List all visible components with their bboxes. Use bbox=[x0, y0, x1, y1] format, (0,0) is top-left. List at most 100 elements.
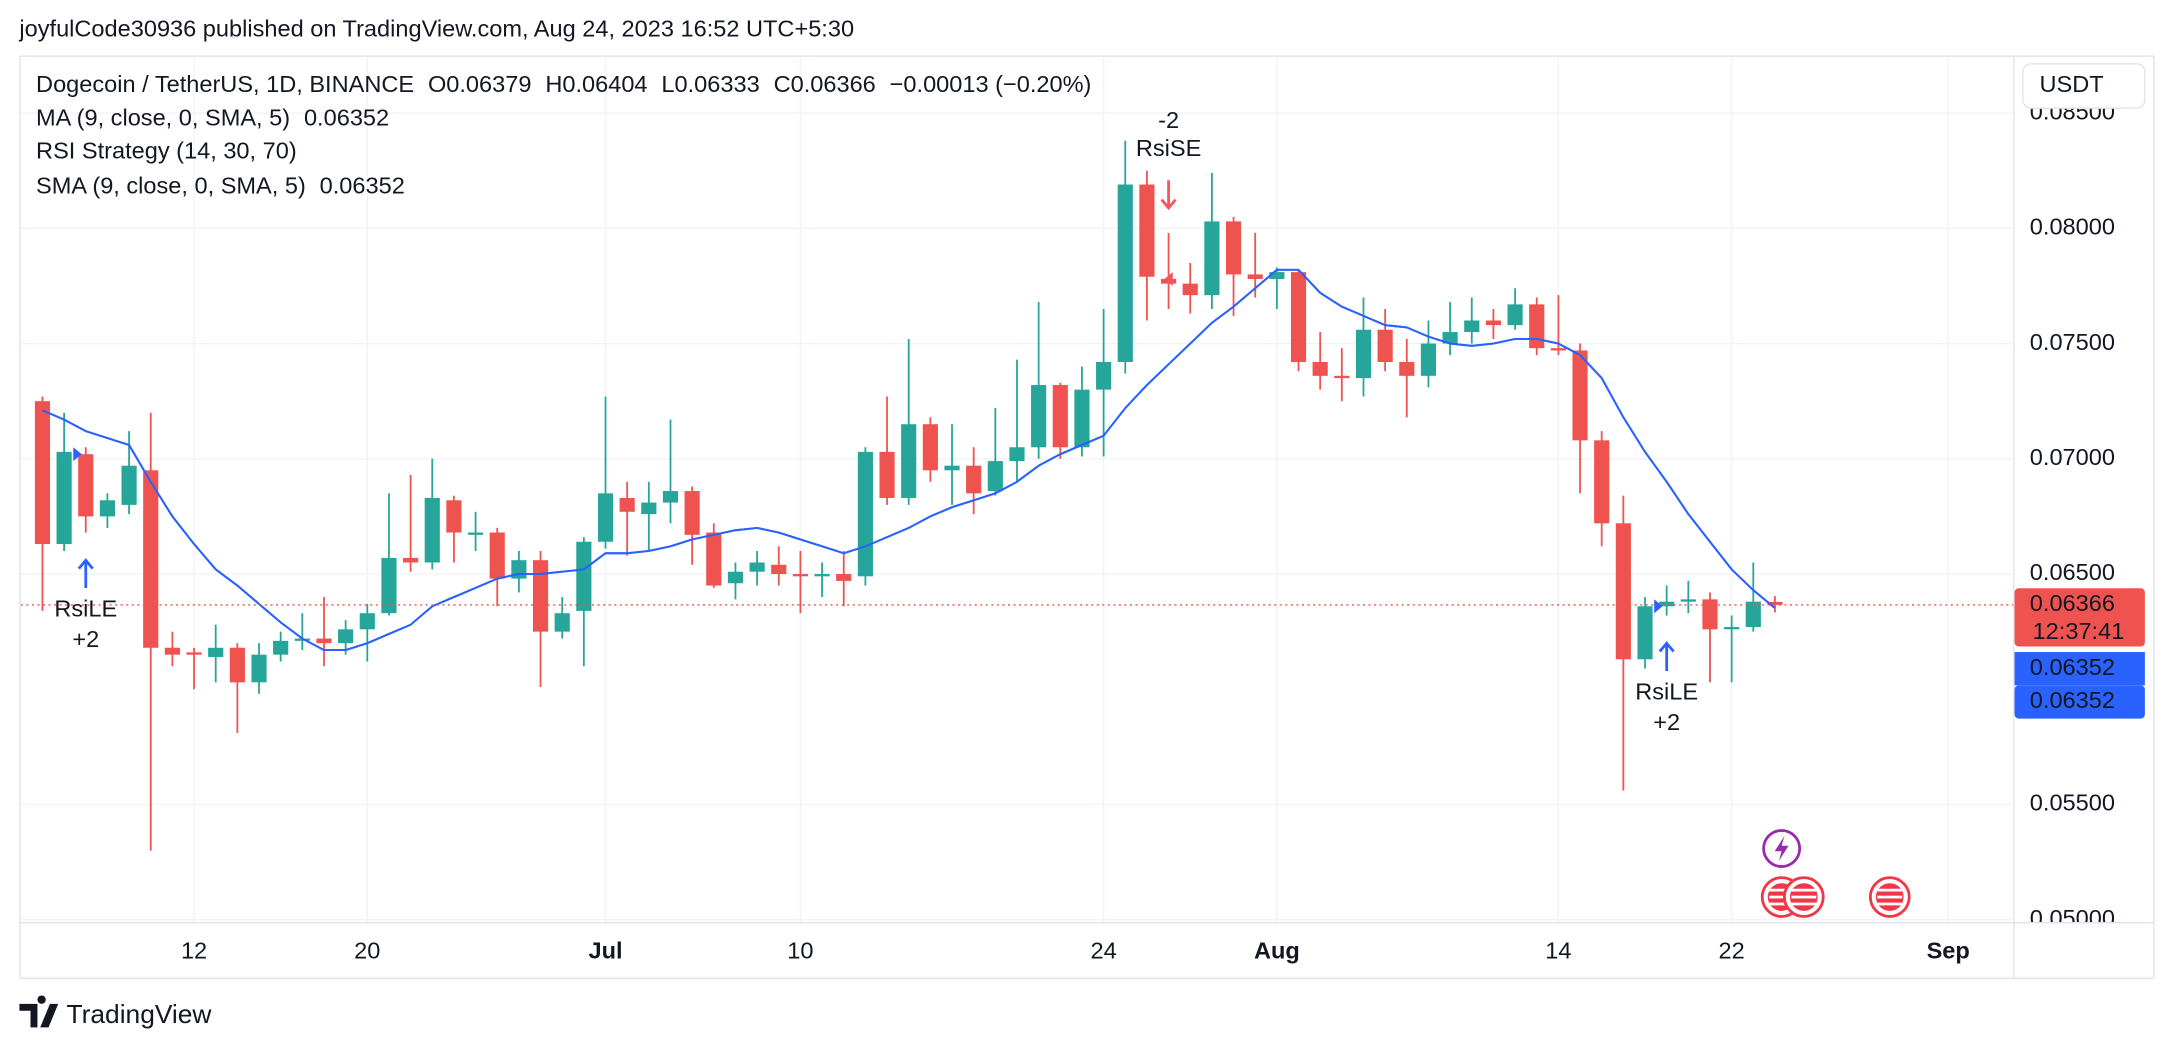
time-axis: 12 20 Jul 10 24 Aug 14 22 Sep bbox=[181, 938, 1970, 964]
candle-body bbox=[706, 532, 722, 586]
ohlc-value: 0.06379 bbox=[446, 71, 531, 97]
signal-qty: -2 bbox=[1158, 107, 1179, 133]
candle-body bbox=[1074, 389, 1090, 448]
ohlc-label: O bbox=[428, 71, 446, 97]
signal-qty: +2 bbox=[72, 626, 99, 652]
candle-body bbox=[1182, 283, 1198, 296]
candle-body bbox=[1724, 627, 1740, 630]
lightning-glyph bbox=[1774, 836, 1789, 862]
candle-body bbox=[424, 497, 440, 563]
candle-body bbox=[446, 500, 462, 533]
y-tick-label: 0.07500 bbox=[2030, 329, 2115, 355]
indicator-name: SMA (9, close, 0, SMA, 5) bbox=[36, 172, 306, 198]
flag-icon[interactable] bbox=[1783, 876, 1825, 918]
candle-body bbox=[186, 652, 202, 655]
candle-body bbox=[1031, 385, 1047, 448]
candle-body bbox=[294, 638, 310, 641]
indicator-price-label: 0.06352 bbox=[2030, 654, 2115, 680]
flag-stripe bbox=[1791, 888, 1817, 892]
candle-body bbox=[1507, 304, 1523, 326]
candle-body bbox=[554, 613, 570, 632]
flag-stripe bbox=[1769, 895, 1795, 899]
signal-marker bbox=[1654, 599, 1663, 614]
grid bbox=[20, 56, 2014, 923]
symbol-label: Dogecoin / TetherUS, 1D, BINANCE bbox=[36, 71, 414, 97]
candle-body bbox=[1312, 361, 1328, 376]
candle-body bbox=[879, 451, 895, 498]
candle-body bbox=[1637, 606, 1653, 660]
last-price-label: 0.06366 bbox=[2030, 590, 2115, 616]
candle-body bbox=[1355, 329, 1372, 379]
currency-label[interactable]: USDT bbox=[2040, 71, 2104, 97]
signal-arrow bbox=[1160, 180, 1177, 211]
candle-body bbox=[1290, 272, 1307, 362]
candle-body bbox=[987, 461, 1003, 492]
candle-body bbox=[727, 571, 744, 584]
indicator-value: 0.06352 bbox=[320, 172, 405, 198]
candle-body bbox=[857, 451, 873, 577]
x-tick-label: 14 bbox=[1545, 938, 1571, 964]
candle-body bbox=[1377, 329, 1393, 362]
candle-body bbox=[1052, 385, 1068, 448]
candle-body bbox=[1745, 601, 1761, 628]
indicator-line bbox=[42, 268, 1776, 652]
candle-body bbox=[1117, 184, 1133, 362]
candle-body bbox=[597, 493, 614, 542]
candle-body bbox=[489, 532, 505, 579]
candle-body bbox=[403, 557, 419, 563]
candle-body bbox=[814, 574, 830, 577]
candle-body bbox=[338, 629, 354, 644]
last-price-box bbox=[2014, 588, 2145, 647]
x-tick-label: Jul bbox=[588, 938, 622, 964]
candle-body bbox=[78, 454, 94, 517]
candle-body bbox=[164, 647, 180, 655]
flag-stripe bbox=[1769, 902, 1795, 906]
signal-label: RsiLE bbox=[1635, 678, 1698, 704]
candle-body bbox=[1529, 304, 1545, 349]
flag-stripe bbox=[1791, 895, 1817, 899]
signal-arrow bbox=[77, 558, 94, 588]
y-tick-label: 0.08000 bbox=[2030, 214, 2115, 240]
chart-frame bbox=[19, 55, 2155, 979]
candle-body bbox=[381, 557, 397, 614]
x-tick-label: Aug bbox=[1254, 938, 1300, 964]
indicator-price-box bbox=[2014, 685, 2145, 719]
legend: Dogecoin / TetherUS, 1D, BINANCE O 0.06379… bbox=[36, 71, 1091, 198]
publish-header: joyfulCode30936 published on TradingView… bbox=[18, 16, 854, 42]
flag-icon[interactable] bbox=[1868, 876, 1911, 918]
y-tick-label: 0.05000 bbox=[2030, 905, 2115, 931]
candle-body bbox=[34, 401, 51, 545]
signal-arrow bbox=[1658, 641, 1675, 671]
x-tick-label: 22 bbox=[1719, 938, 1745, 964]
candle-body bbox=[532, 560, 549, 632]
y-tick-label: 0.07000 bbox=[2030, 444, 2115, 470]
candle-body bbox=[576, 541, 592, 611]
ohlc-value: 0.06366 bbox=[791, 71, 876, 97]
indicator-price-label: 0.06352 bbox=[2030, 687, 2115, 713]
candle-body bbox=[121, 465, 137, 505]
indicator-name: MA (9, close, 0, SMA, 5) bbox=[36, 104, 290, 130]
candle-body bbox=[1659, 601, 1675, 607]
candle-body bbox=[684, 491, 700, 535]
candle-body bbox=[1572, 350, 1588, 441]
candle-body bbox=[1702, 599, 1718, 630]
ohlc-value: 0.06333 bbox=[675, 71, 760, 97]
strategy-name: RSI Strategy (14, 30, 70) bbox=[36, 138, 297, 164]
x-tick-label: Sep bbox=[1927, 938, 1970, 964]
logo-mark bbox=[19, 995, 59, 1028]
flag-stripe bbox=[1877, 888, 1903, 892]
candle-body bbox=[56, 451, 72, 545]
currency-button[interactable]: USDT bbox=[2022, 63, 2146, 109]
candle-body bbox=[1464, 320, 1480, 333]
footer-logo: TradingView bbox=[19, 995, 212, 1029]
currency-box[interactable] bbox=[2022, 63, 2146, 109]
y-tick-label: 0.06500 bbox=[2030, 559, 2115, 585]
candle-body bbox=[966, 465, 982, 494]
x-tick-label: 10 bbox=[787, 938, 813, 964]
flag-stripe bbox=[1877, 902, 1903, 906]
countdown-label: 12:37:41 bbox=[2033, 618, 2125, 644]
candle-body bbox=[99, 500, 116, 517]
price-axis: 0.05000 0.05500 0.06500 0.07000 0.07500 0.080… bbox=[2030, 98, 2115, 931]
